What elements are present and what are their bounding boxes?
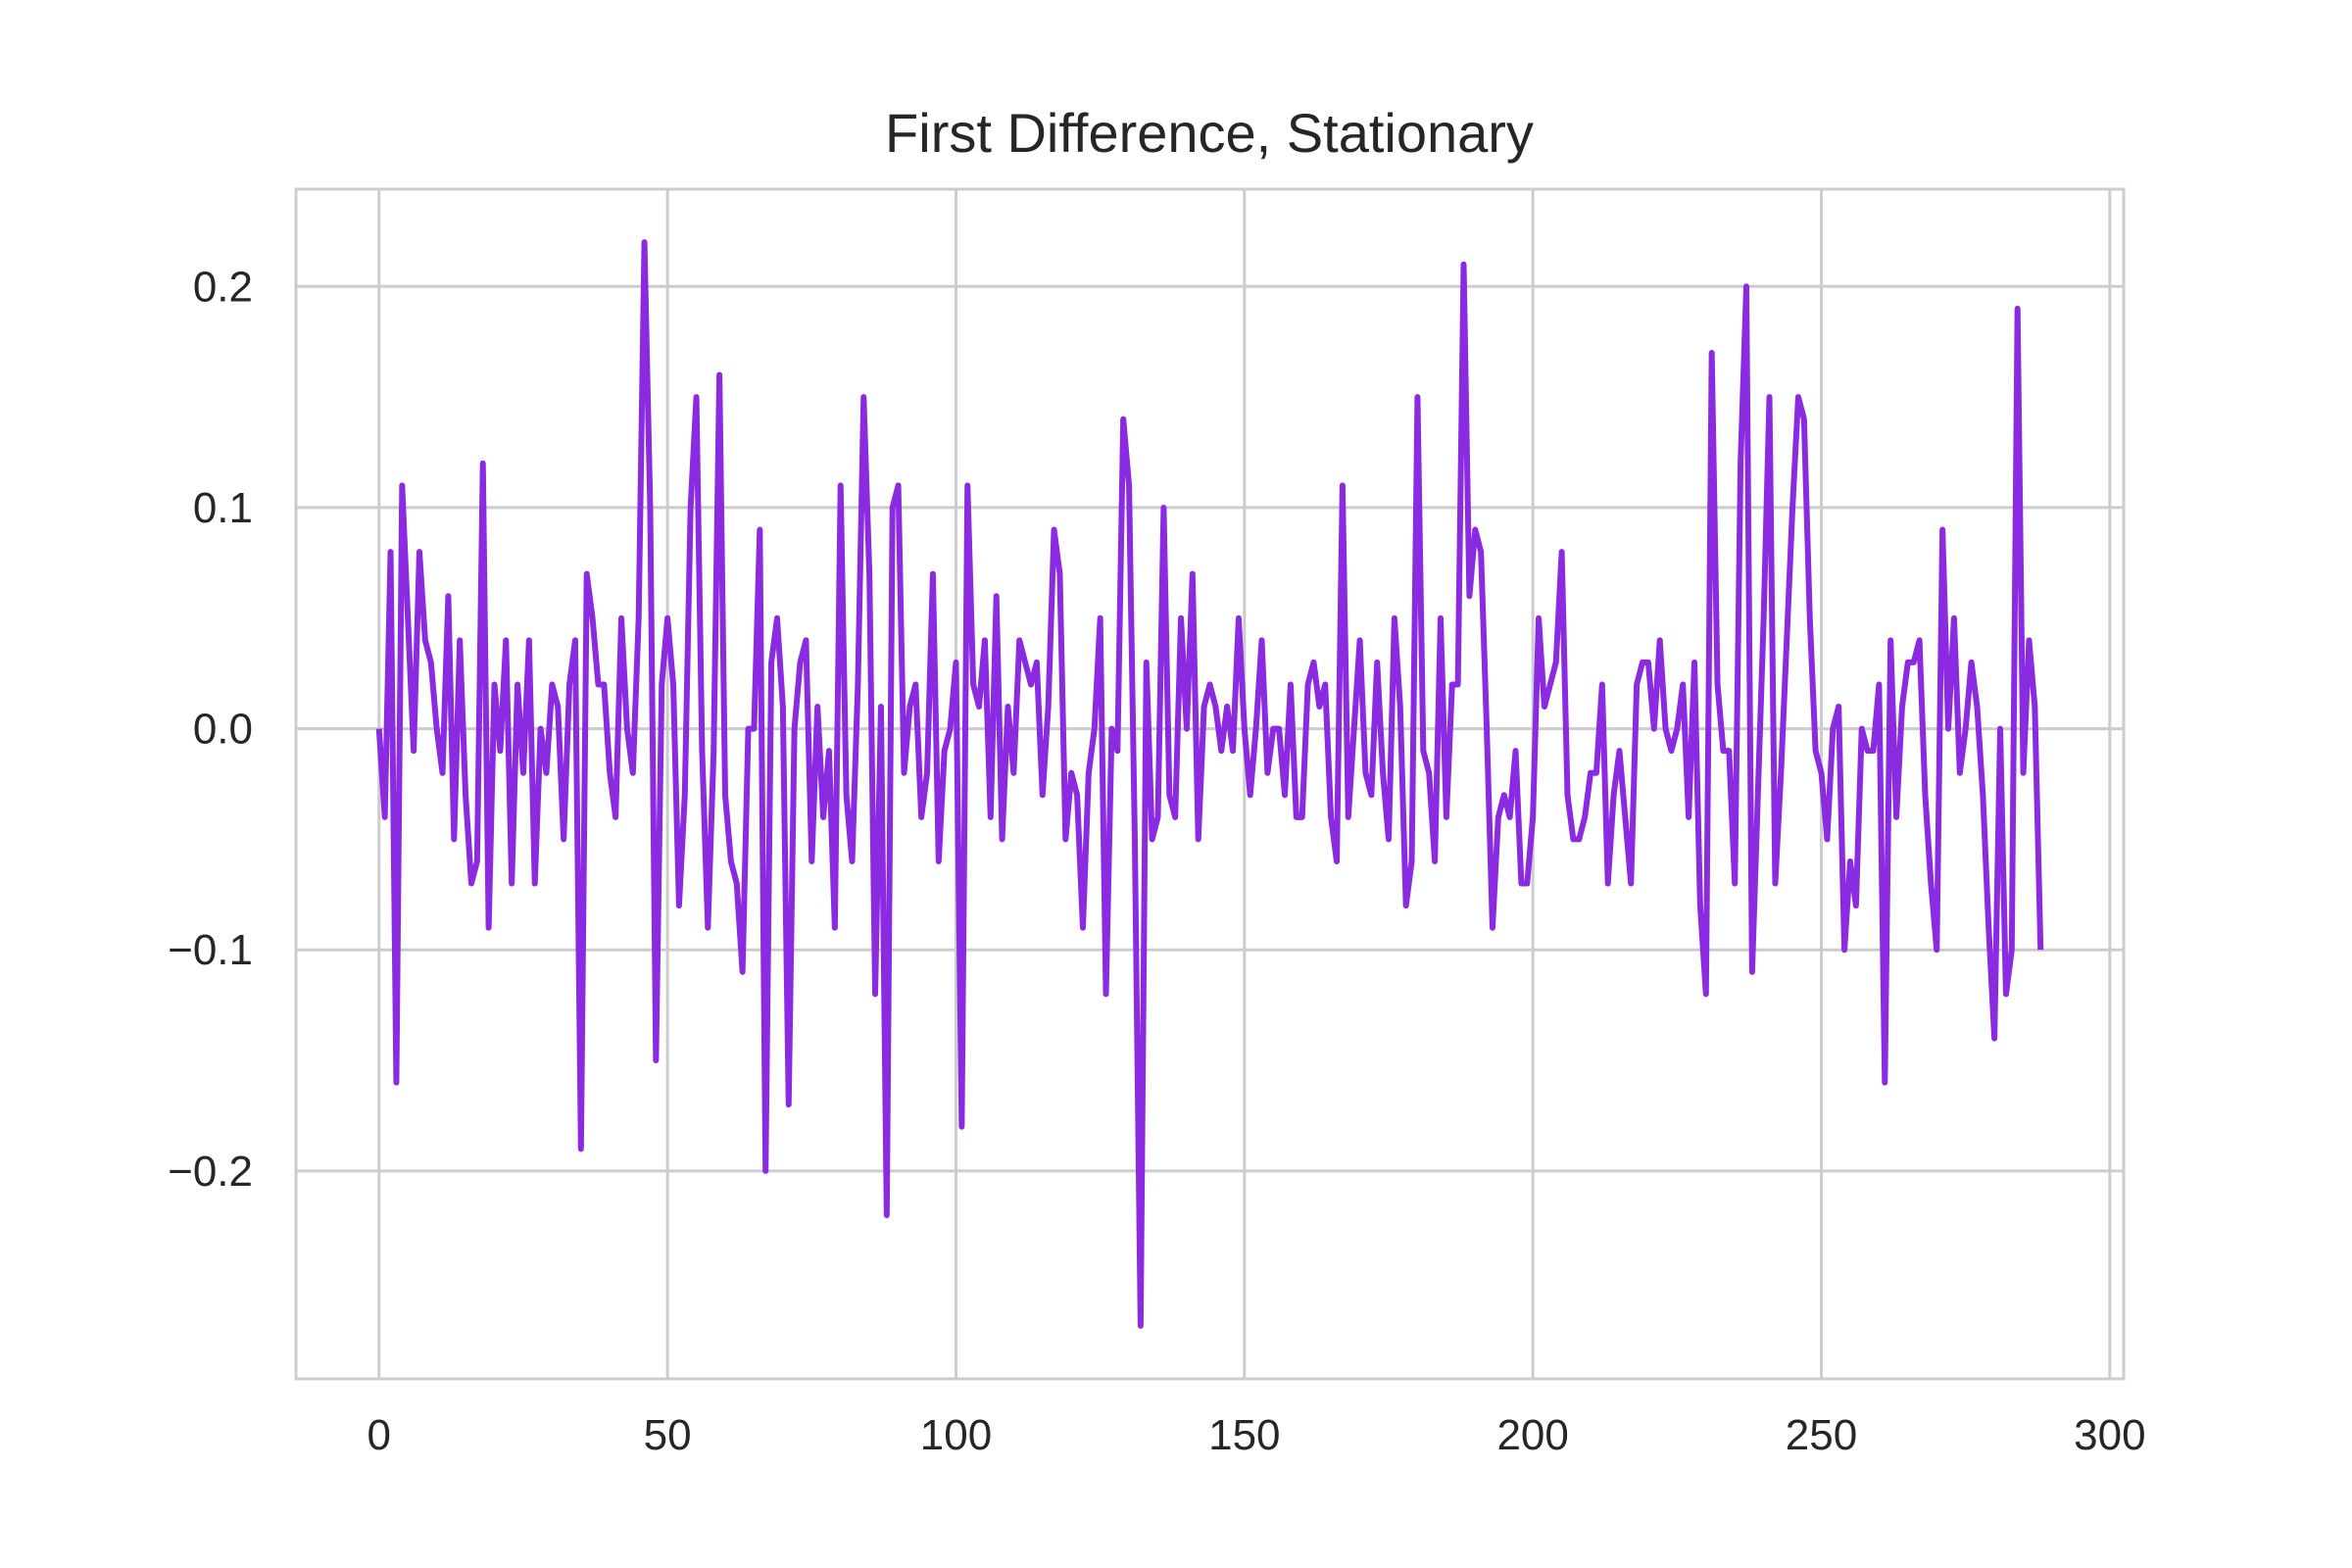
y-tick-label: 0.0 — [193, 706, 253, 754]
x-tick-label: 150 — [1208, 1411, 1280, 1459]
tick-labels: 0 50 100 150 200 250 300 −0.2 −0.1 0.0 0.1 0.2 — [168, 263, 2145, 1459]
x-tick-label: 100 — [920, 1411, 992, 1459]
series-layer — [375, 239, 2044, 1329]
y-tick-label: −0.1 — [168, 926, 253, 974]
series-line — [375, 239, 2044, 1329]
x-tick-label: 200 — [1496, 1411, 1568, 1459]
y-tick-label: 0.2 — [193, 263, 253, 311]
y-tick-label: 0.1 — [193, 484, 253, 532]
x-tick-label: 50 — [644, 1411, 692, 1459]
y-tick-label: −0.2 — [168, 1148, 253, 1196]
x-tick-label: 0 — [368, 1411, 391, 1459]
x-tick-label: 250 — [1786, 1411, 1857, 1459]
plot-frame — [294, 187, 2126, 1381]
chart-title: First Difference, Stationary — [885, 102, 1534, 164]
x-tick-label: 300 — [2074, 1411, 2145, 1459]
grid-lines — [296, 189, 2124, 1379]
